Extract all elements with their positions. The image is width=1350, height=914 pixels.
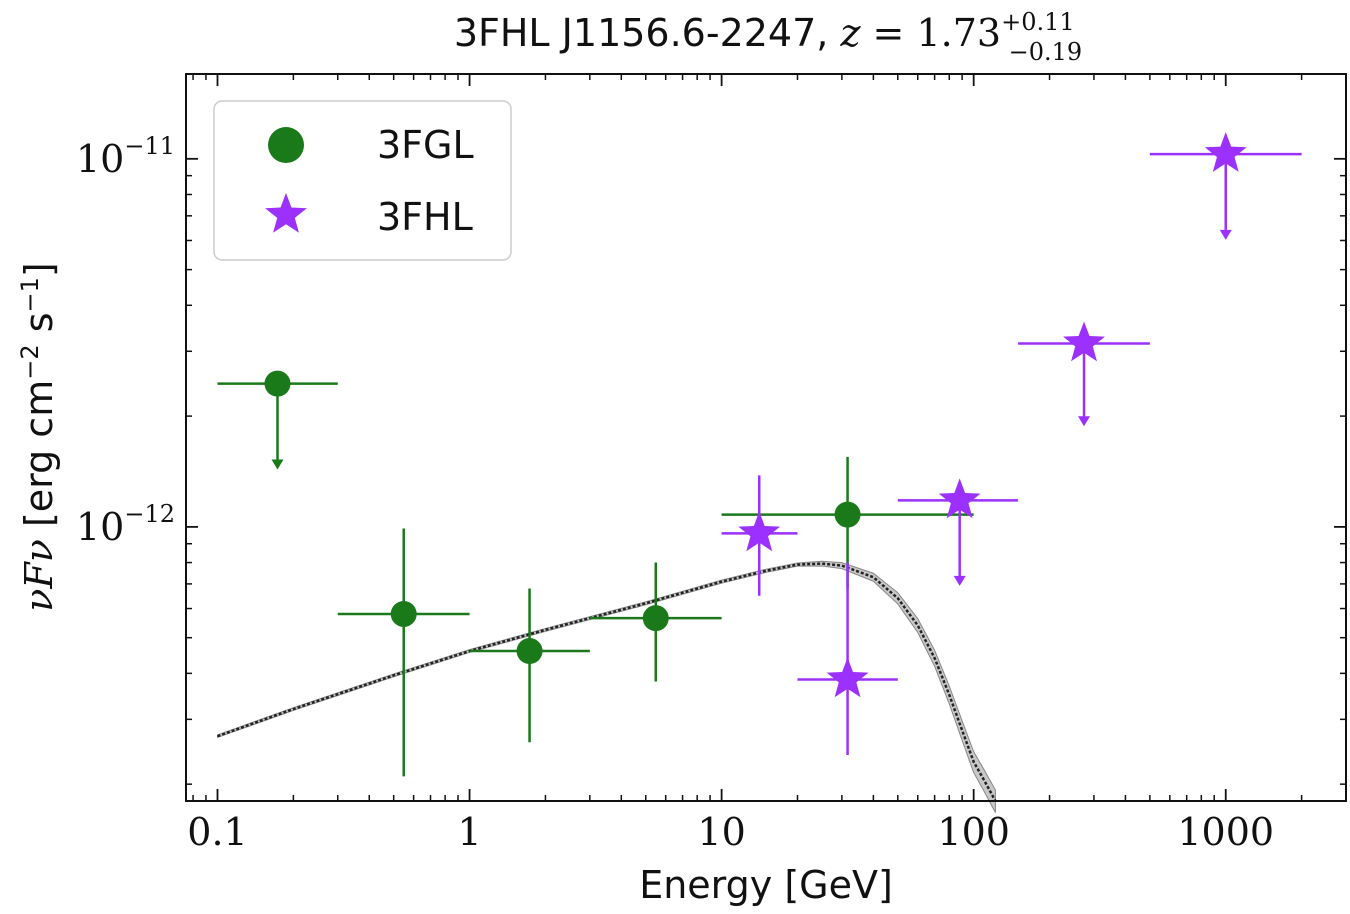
3fhl-point bbox=[897, 478, 1019, 586]
y-tick-label: 10−11 bbox=[76, 132, 175, 181]
data-marker-star bbox=[938, 478, 981, 519]
y-tick-label: 10−12 bbox=[76, 500, 175, 549]
upper-limit-arrow bbox=[1219, 229, 1232, 240]
title-equals: = bbox=[860, 11, 916, 55]
legend-marker-3fgl bbox=[268, 127, 304, 163]
upper-limit-arrow bbox=[1078, 416, 1091, 427]
y-axis-symbol: νFν bbox=[17, 539, 61, 612]
y-tick-exponent: −11 bbox=[124, 132, 175, 160]
legend-label-3fhl: 3FHL bbox=[377, 195, 473, 239]
y-tick-base: 10 bbox=[76, 505, 124, 549]
x-axis-label: Energy [GeV] bbox=[639, 863, 893, 907]
title-z-err-plus: +0.11 bbox=[1001, 8, 1075, 36]
y-axis-s-exp: −1 bbox=[16, 277, 44, 312]
series-layer bbox=[217, 132, 1302, 777]
3fgl-point bbox=[469, 588, 590, 743]
3fhl-point bbox=[797, 562, 898, 756]
y-axis-units-mid: s bbox=[17, 313, 61, 345]
y-axis-units-close: ] bbox=[17, 262, 61, 277]
upper-limit-arrow bbox=[271, 459, 284, 470]
model-band bbox=[216, 560, 996, 813]
chart-title: 3FHL J1156.6-2247, z = 1.73+0.11 −0.19 bbox=[454, 8, 1082, 66]
title-z-symbol: z bbox=[839, 11, 861, 55]
data-marker-star bbox=[826, 657, 869, 698]
3fhl-point bbox=[721, 475, 798, 596]
data-marker-circle bbox=[390, 600, 417, 627]
x-tick-label: 1000 bbox=[1177, 810, 1274, 854]
y-axis-cm-exp: −2 bbox=[16, 344, 44, 379]
legend-label-3fgl: 3FGL bbox=[377, 123, 474, 167]
data-marker-circle bbox=[642, 605, 669, 632]
3fgl-point bbox=[217, 370, 338, 470]
3fhl-point bbox=[1149, 132, 1302, 240]
major-ticks bbox=[186, 74, 1346, 801]
data-marker-star bbox=[738, 511, 781, 552]
x-tick-labels: 0.1 1 10 100 1000 bbox=[187, 810, 1274, 854]
x-tick-label: 1 bbox=[457, 810, 481, 854]
upper-limit-arrow bbox=[953, 575, 966, 586]
x-tick-label: 0.1 bbox=[187, 810, 247, 854]
y-tick-base: 10 bbox=[76, 137, 124, 181]
3fgl-point bbox=[589, 562, 722, 682]
y-axis-units-open: [erg cm bbox=[17, 380, 61, 539]
y-axis-label: νFν [erg cm−2 s−1] bbox=[16, 262, 61, 611]
data-marker-circle bbox=[516, 638, 543, 665]
data-marker-star bbox=[1063, 321, 1105, 362]
legend-marker-3fhl bbox=[265, 193, 307, 233]
data-marker-circle bbox=[264, 370, 291, 397]
title-z-value: 1.73 bbox=[916, 11, 1001, 55]
model-best-fit-line bbox=[217, 562, 997, 802]
model-line bbox=[217, 562, 997, 802]
title-prefix: 3FHL J1156.6-2247, bbox=[454, 11, 841, 55]
data-marker-star bbox=[1204, 132, 1247, 172]
x-tick-label: 10 bbox=[697, 810, 745, 854]
3fhl-point bbox=[1018, 321, 1150, 427]
model-uncertainty-band bbox=[216, 560, 996, 813]
data-marker-circle bbox=[834, 501, 861, 528]
title-z-err-minus: −0.19 bbox=[1009, 38, 1083, 66]
x-tick-label: 100 bbox=[937, 810, 1010, 854]
legend: 3FGL 3FHL bbox=[213, 100, 512, 261]
plot-frame bbox=[185, 73, 1347, 802]
y-tick-exponent: −12 bbox=[124, 500, 175, 528]
3fgl-point bbox=[337, 528, 470, 777]
